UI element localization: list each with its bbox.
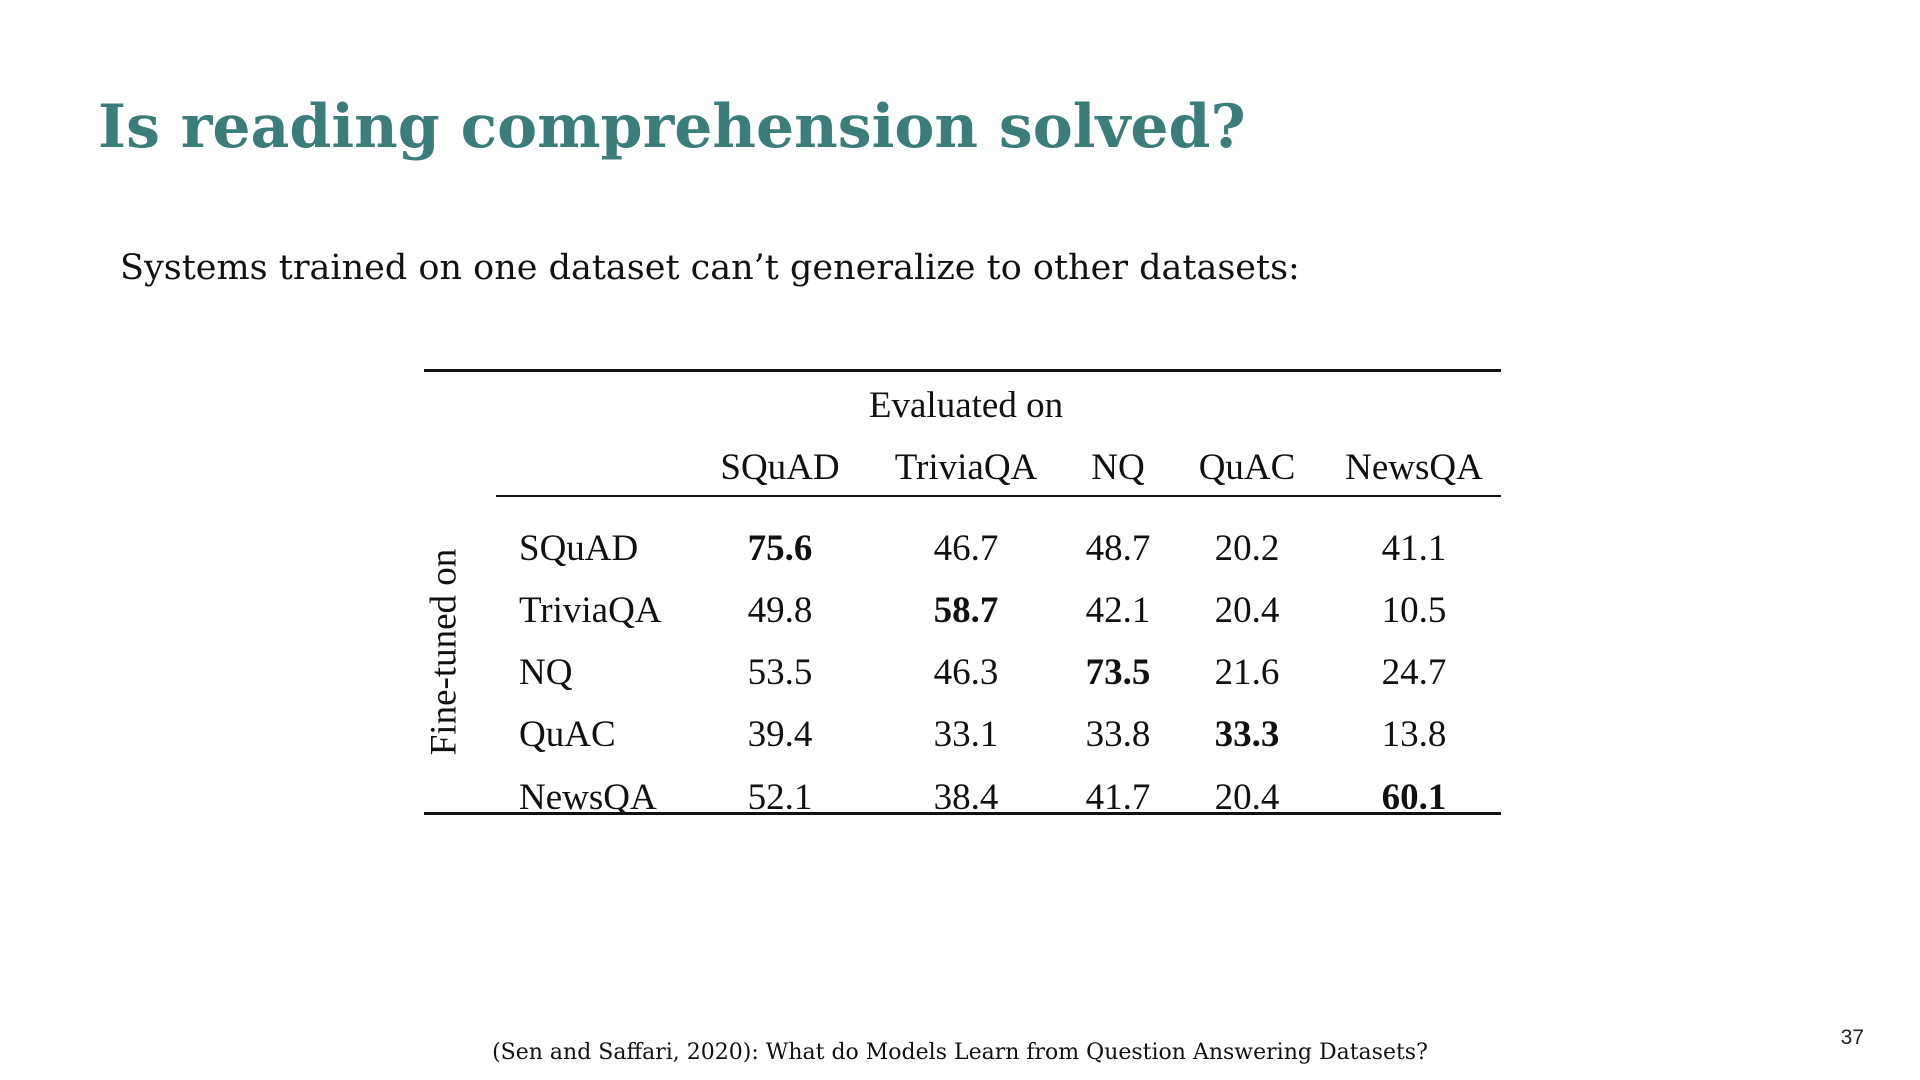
row-label: TriviaQA bbox=[519, 590, 662, 631]
column-header: TriviaQA bbox=[894, 447, 1038, 488]
table-cell: 53.5 bbox=[747, 652, 813, 693]
page-number: 37 bbox=[1840, 1026, 1864, 1049]
table-cell: 46.3 bbox=[933, 652, 999, 693]
table-cell: 58.7 bbox=[933, 590, 999, 631]
table-cell: 49.8 bbox=[747, 590, 813, 631]
table-cell: 20.2 bbox=[1214, 528, 1280, 569]
column-header: NewsQA bbox=[1345, 447, 1483, 488]
column-group-label: Evaluated on bbox=[868, 385, 1064, 426]
table-cell: 41.7 bbox=[1085, 777, 1151, 818]
table-cell: 20.4 bbox=[1214, 777, 1280, 818]
slide-title: Is reading comprehension solved? bbox=[98, 92, 1246, 162]
table-cell: 60.1 bbox=[1381, 777, 1447, 818]
citation: (Sen and Saffari, 2020): What do Models … bbox=[492, 1040, 1428, 1065]
table-cell: 41.1 bbox=[1381, 528, 1447, 569]
table-cell: 20.4 bbox=[1214, 590, 1280, 631]
table-cell: 33.8 bbox=[1085, 714, 1151, 755]
slide-subtitle: Systems trained on one dataset can’t gen… bbox=[120, 248, 1300, 288]
column-header: NQ bbox=[1091, 447, 1145, 488]
table-cell: 21.6 bbox=[1214, 652, 1280, 693]
table-top-rule bbox=[424, 369, 1501, 372]
row-label: NQ bbox=[519, 652, 573, 693]
table-cell: 52.1 bbox=[747, 777, 813, 818]
table-cell: 73.5 bbox=[1085, 652, 1151, 693]
table-cell: 75.6 bbox=[747, 528, 813, 569]
row-group-label: Fine-tuned on bbox=[423, 548, 465, 756]
row-label: NewsQA bbox=[519, 777, 657, 818]
table-cell: 46.7 bbox=[933, 528, 999, 569]
table-cell: 33.1 bbox=[933, 714, 999, 755]
table-cell: 24.7 bbox=[1381, 652, 1447, 693]
table-cell: 39.4 bbox=[747, 714, 813, 755]
table-header-rule bbox=[496, 495, 1501, 497]
table-cell: 42.1 bbox=[1085, 590, 1151, 631]
column-header: SQuAD bbox=[720, 447, 840, 488]
table-cell: 33.3 bbox=[1214, 714, 1280, 755]
row-label: SQuAD bbox=[519, 528, 639, 569]
column-header: QuAC bbox=[1198, 447, 1296, 488]
table-cell: 10.5 bbox=[1381, 590, 1447, 631]
table-cell: 13.8 bbox=[1381, 714, 1447, 755]
row-label: QuAC bbox=[519, 714, 616, 755]
table-bottom-rule bbox=[424, 812, 1501, 815]
table-cell: 48.7 bbox=[1085, 528, 1151, 569]
results-table: Evaluated on Fine-tuned on SQuAD TriviaQA… bbox=[423, 369, 1501, 818]
table-cell: 38.4 bbox=[933, 777, 999, 818]
